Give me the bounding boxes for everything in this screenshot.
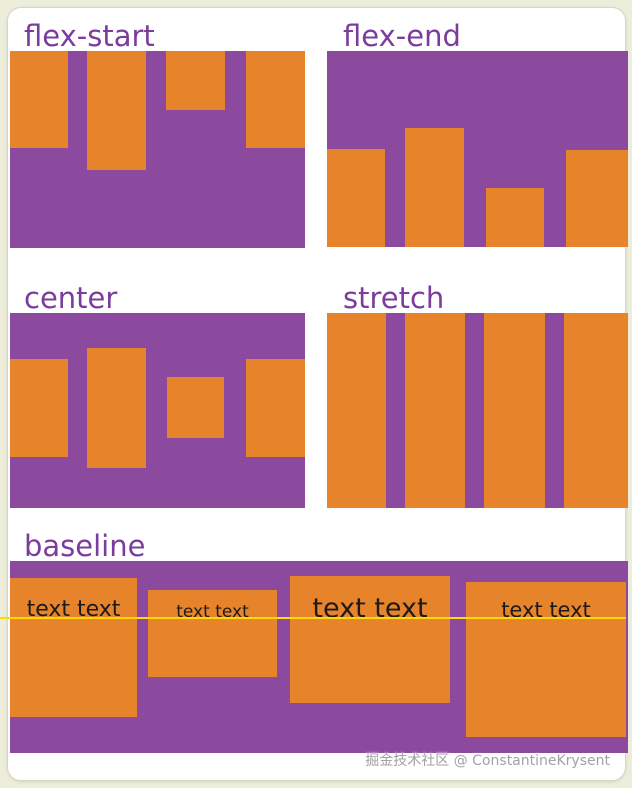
flex-item-center-3 (167, 377, 224, 438)
flex-container-center (10, 313, 305, 508)
flex-item-flex-end-1 (327, 149, 385, 247)
flex-item-flex-start-4 (246, 51, 305, 148)
flex-item-text: text text (26, 597, 121, 622)
flex-item-stretch-4 (564, 313, 628, 508)
flex-item-stretch-2 (405, 313, 465, 508)
flex-item-baseline-2: text text (148, 590, 277, 677)
flex-item-baseline-4: text text (466, 582, 626, 737)
section-label-baseline: baseline (24, 529, 146, 563)
baseline-indicator-line (0, 617, 626, 619)
flex-item-stretch-1 (327, 313, 386, 508)
flex-container-flex-end (327, 51, 628, 247)
watermark: 掘金技术社区 @ ConstantineKrysent (365, 753, 610, 769)
flex-item-stretch-3 (484, 313, 545, 508)
flex-item-baseline-1: text text (10, 578, 137, 717)
flex-item-center-1 (10, 359, 68, 457)
section-label-flex-start: flex-start (24, 19, 155, 53)
flex-container-baseline: text text text text text text text text (10, 561, 628, 753)
flex-item-text: text text (176, 602, 249, 622)
flex-item-flex-start-2 (87, 51, 146, 170)
flex-container-flex-start (10, 51, 305, 248)
flex-item-flex-start-3 (166, 51, 225, 110)
flex-item-center-4 (246, 359, 305, 457)
flex-item-flex-end-4 (566, 150, 628, 247)
flex-item-center-2 (87, 348, 146, 468)
section-label-flex-end: flex-end (343, 19, 461, 53)
flex-item-flex-end-2 (405, 128, 464, 247)
flex-item-baseline-3: text text (290, 576, 450, 703)
section-label-stretch: stretch (343, 281, 445, 315)
flex-item-flex-start-1 (10, 51, 68, 148)
flex-container-stretch (327, 313, 628, 508)
section-label-center: center (24, 281, 118, 315)
flex-item-text: text text (501, 598, 591, 622)
flex-item-flex-end-3 (486, 188, 544, 247)
